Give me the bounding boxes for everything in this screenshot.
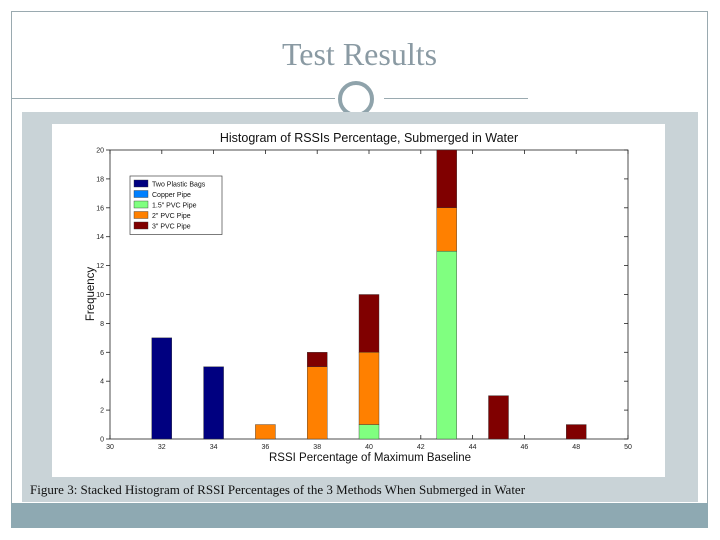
bar-segment <box>306 352 328 367</box>
legend-label: 3" PVC Pipe <box>152 224 191 231</box>
x-tick-label: 38 <box>313 444 321 451</box>
title-divider-left <box>11 98 335 99</box>
y-axis-label: Frequency <box>85 267 97 322</box>
bar-segment <box>358 352 380 425</box>
bar-segment <box>358 294 380 353</box>
footer-bar <box>11 503 708 528</box>
y-tick-label: 12 <box>96 263 104 270</box>
bar-segment <box>436 250 457 440</box>
x-tick-label: 36 <box>262 444 270 451</box>
bar-segment <box>488 395 509 440</box>
chart-container: Histogram of RSSIs Percentage, Submerged… <box>52 124 665 477</box>
x-tick-label: 34 <box>210 444 218 451</box>
slide-title: Test Results <box>281 36 438 72</box>
figure-caption: Figure 3: Stacked Histogram of RSSI Perc… <box>30 482 526 497</box>
bar-segment <box>255 424 276 440</box>
x-tick-label: 46 <box>521 444 529 451</box>
y-tick-label: 16 <box>96 205 104 212</box>
legend-swatch <box>133 200 149 209</box>
x-tick-label: 32 <box>158 444 166 451</box>
x-tick-label: 50 <box>624 444 632 451</box>
x-axis-label: RSSI Percentage of Maximum Baseline <box>269 452 471 464</box>
y-tick-label: 10 <box>96 292 104 299</box>
y-tick-label: 0 <box>100 437 104 444</box>
x-tick-label: 42 <box>417 444 425 451</box>
x-tick-label: 40 <box>365 444 373 451</box>
bar-segment <box>566 424 587 440</box>
y-tick-label: 2 <box>100 408 104 415</box>
bar-segment <box>203 366 224 440</box>
bar-segment <box>306 366 328 440</box>
legend-label: Two Plastic Bags <box>152 182 206 189</box>
legend-swatch <box>133 211 149 219</box>
x-tick-label: 48 <box>572 444 580 451</box>
legend-swatch <box>133 190 149 198</box>
y-tick-label: 6 <box>100 350 104 357</box>
legend: Two Plastic Bags Copper Pipe 1.5" PVC Pipe… <box>129 175 223 235</box>
y-tick-label: 8 <box>100 321 104 328</box>
title-divider-right <box>384 98 528 99</box>
bar-segment <box>151 337 173 440</box>
legend-label: 2" PVC Pipe <box>152 213 191 220</box>
chart-title: Histogram of RSSIs Percentage, Submerged… <box>220 131 518 145</box>
ring-ornament <box>338 81 374 117</box>
y-tick-label: 18 <box>96 176 104 183</box>
x-tick-label: 44 <box>469 444 477 451</box>
legend-label: 1.5" PVC Pipe <box>152 203 197 210</box>
y-tick-label: 20 <box>96 148 104 155</box>
y-tick-label: 14 <box>96 234 104 241</box>
bar-segment <box>436 207 457 252</box>
legend-swatch <box>133 179 149 188</box>
histogram-chart: Histogram of RSSIs Percentage, Submerged… <box>85 131 632 464</box>
legend-label: Copper Pipe <box>152 192 191 199</box>
legend-swatch <box>133 221 149 230</box>
x-tick-label: 30 <box>106 444 114 451</box>
y-tick-label: 4 <box>100 379 104 386</box>
bar-segment <box>358 424 380 440</box>
bar-segment <box>436 149 457 208</box>
bars <box>151 149 587 440</box>
